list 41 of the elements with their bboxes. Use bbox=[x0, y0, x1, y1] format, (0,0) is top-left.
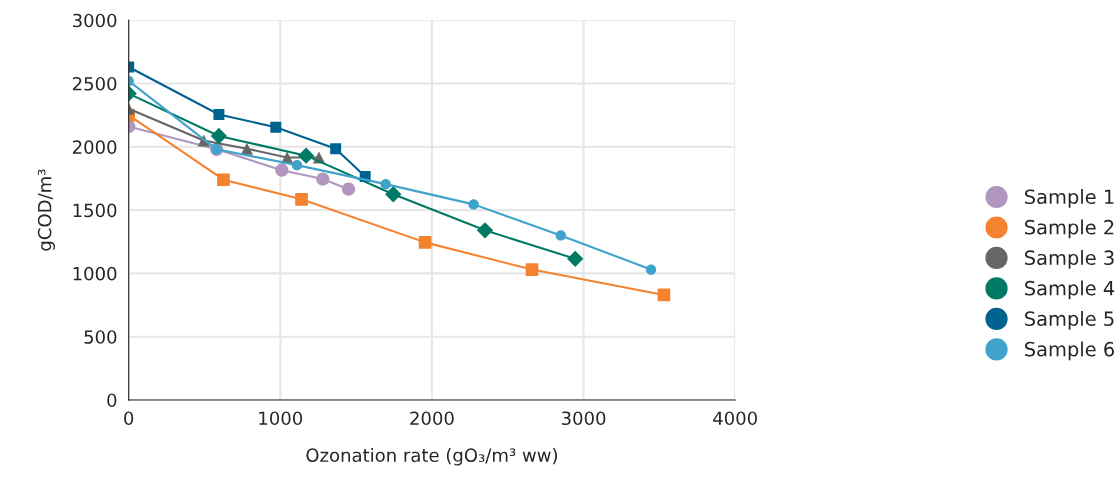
point bbox=[418, 236, 432, 249]
point bbox=[525, 263, 539, 276]
legend-label: Sample 3 bbox=[1025, 250, 1114, 269]
point bbox=[380, 178, 391, 190]
point bbox=[275, 163, 289, 177]
point bbox=[645, 264, 657, 275]
point bbox=[213, 109, 225, 120]
point bbox=[297, 147, 315, 164]
y-tick-label: 500 bbox=[84, 330, 117, 344]
point bbox=[217, 173, 230, 187]
point bbox=[295, 193, 308, 206]
y-tick-label: 2500 bbox=[72, 76, 117, 91]
x-tick-label: 2000 bbox=[410, 411, 454, 426]
point bbox=[341, 182, 356, 196]
point bbox=[657, 288, 671, 302]
legend-label: Sample 6 bbox=[1025, 341, 1114, 361]
x-axis-title: Ozonation rate (gO₃/m³ ww) bbox=[306, 448, 557, 466]
y-tick-label: 0 bbox=[107, 393, 117, 408]
legend-label: Sample 4 bbox=[1025, 280, 1115, 300]
point bbox=[468, 199, 479, 210]
x-tick-label: 4000 bbox=[713, 411, 757, 426]
y-tick-label: 2000 bbox=[72, 140, 117, 154]
x-tick-label: 0 bbox=[124, 411, 134, 426]
point bbox=[291, 159, 303, 171]
y-tick-label: 3000 bbox=[73, 13, 117, 28]
x-tick-label: 1000 bbox=[259, 411, 303, 426]
y-tick-label: 1000 bbox=[73, 266, 117, 281]
legend-label: Sample 5 bbox=[1025, 310, 1114, 330]
point bbox=[555, 230, 567, 241]
point bbox=[567, 250, 584, 267]
point bbox=[330, 143, 342, 155]
point bbox=[270, 121, 282, 133]
point bbox=[210, 127, 228, 145]
y-axis-title: gCOD/m³ bbox=[37, 169, 55, 251]
legend-label: Sample 1 bbox=[1025, 189, 1114, 208]
point bbox=[476, 222, 494, 239]
point bbox=[385, 186, 402, 203]
y-tick-label: 1500 bbox=[73, 203, 117, 218]
legend-label: Sample 2 bbox=[1025, 219, 1114, 239]
x-tick-label: 3000 bbox=[561, 411, 606, 426]
point bbox=[316, 172, 330, 186]
